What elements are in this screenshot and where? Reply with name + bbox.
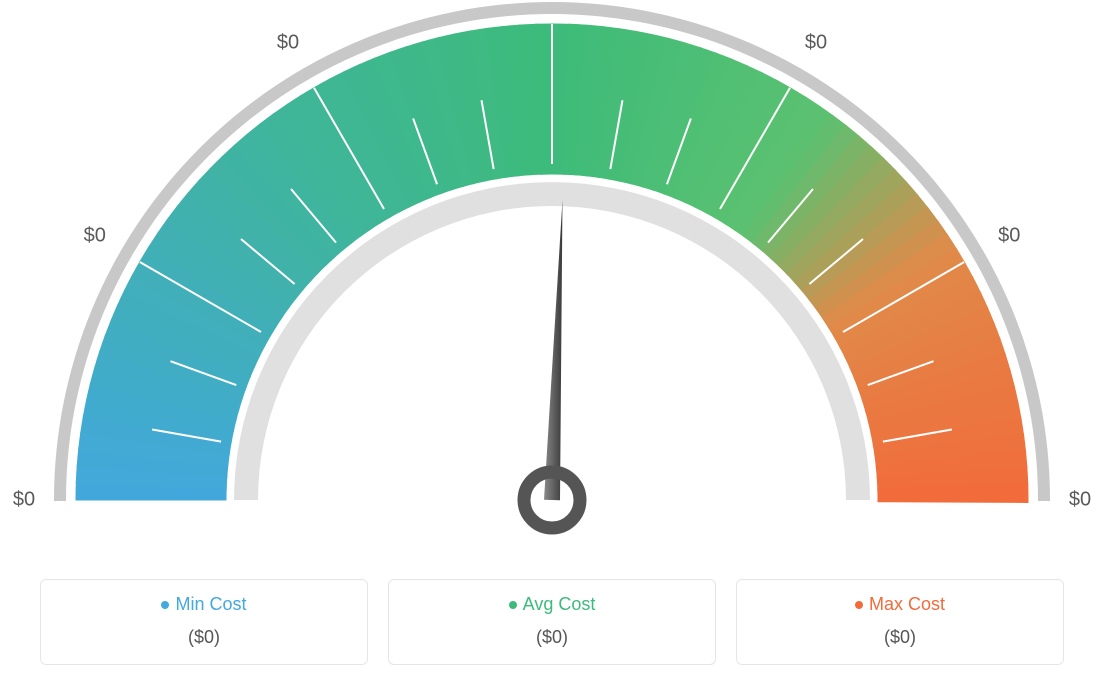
tick-label: $0 — [998, 225, 1020, 248]
tick-label: $0 — [13, 489, 35, 512]
legend-title: Avg Cost — [509, 594, 596, 615]
legend-value: ($0) — [51, 627, 357, 648]
legend-title: Min Cost — [161, 594, 246, 615]
tick-label: $0 — [84, 225, 106, 248]
gauge-svg — [0, 0, 1104, 570]
gauge-area: $0$0$0$0$0$0$0 — [0, 0, 1104, 570]
tick-label: $0 — [805, 31, 827, 54]
legend-value: ($0) — [747, 627, 1053, 648]
legend-label: Avg Cost — [523, 594, 596, 615]
legend-label: Max Cost — [869, 594, 945, 615]
legend-card: Max Cost ($0) — [736, 579, 1064, 665]
legend-card: Avg Cost ($0) — [388, 579, 716, 665]
needle — [544, 200, 562, 500]
legend-value: ($0) — [399, 627, 705, 648]
legend-dot-icon — [509, 601, 517, 609]
gauge-chart-container: $0$0$0$0$0$0$0 Min Cost($0)Avg Cost($0)M… — [0, 0, 1104, 690]
legend-row: Min Cost ($0) Avg Cost ($0) Max Cost ($0) — [40, 579, 1064, 665]
tick-label: $0 — [1069, 489, 1091, 512]
legend-label: Min Cost — [175, 594, 246, 615]
tick-label: $0 — [277, 31, 299, 54]
legend-title: Max Cost — [855, 594, 945, 615]
legend-card: Min Cost ($0) — [40, 579, 368, 665]
legend-dot-icon — [855, 601, 863, 609]
legend-dot-icon — [161, 601, 169, 609]
